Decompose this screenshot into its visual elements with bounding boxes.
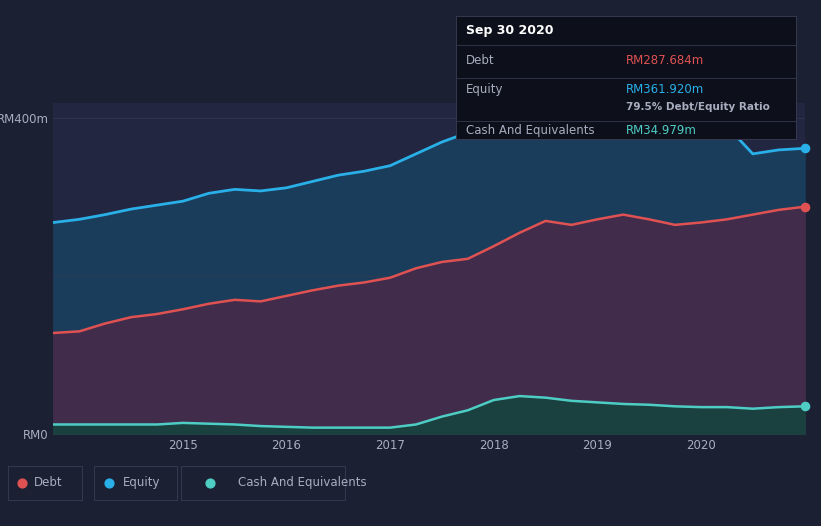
Text: RM287.684m: RM287.684m [626, 54, 704, 67]
Text: Cash And Equivalents: Cash And Equivalents [466, 124, 594, 137]
Text: Debt: Debt [34, 476, 62, 489]
Point [798, 402, 811, 410]
Text: Equity: Equity [466, 84, 503, 96]
Point [204, 479, 217, 487]
Point [103, 479, 116, 487]
Text: Sep 30 2020: Sep 30 2020 [466, 24, 553, 37]
Text: RM34.979m: RM34.979m [626, 124, 697, 137]
Text: RM361.920m: RM361.920m [626, 84, 704, 96]
Text: Cash And Equivalents: Cash And Equivalents [238, 476, 367, 489]
Point [15, 479, 28, 487]
Point [798, 144, 811, 153]
Text: Debt: Debt [466, 54, 494, 67]
Point [798, 203, 811, 211]
Text: Equity: Equity [123, 476, 161, 489]
Text: 79.5% Debt/Equity Ratio: 79.5% Debt/Equity Ratio [626, 102, 770, 112]
